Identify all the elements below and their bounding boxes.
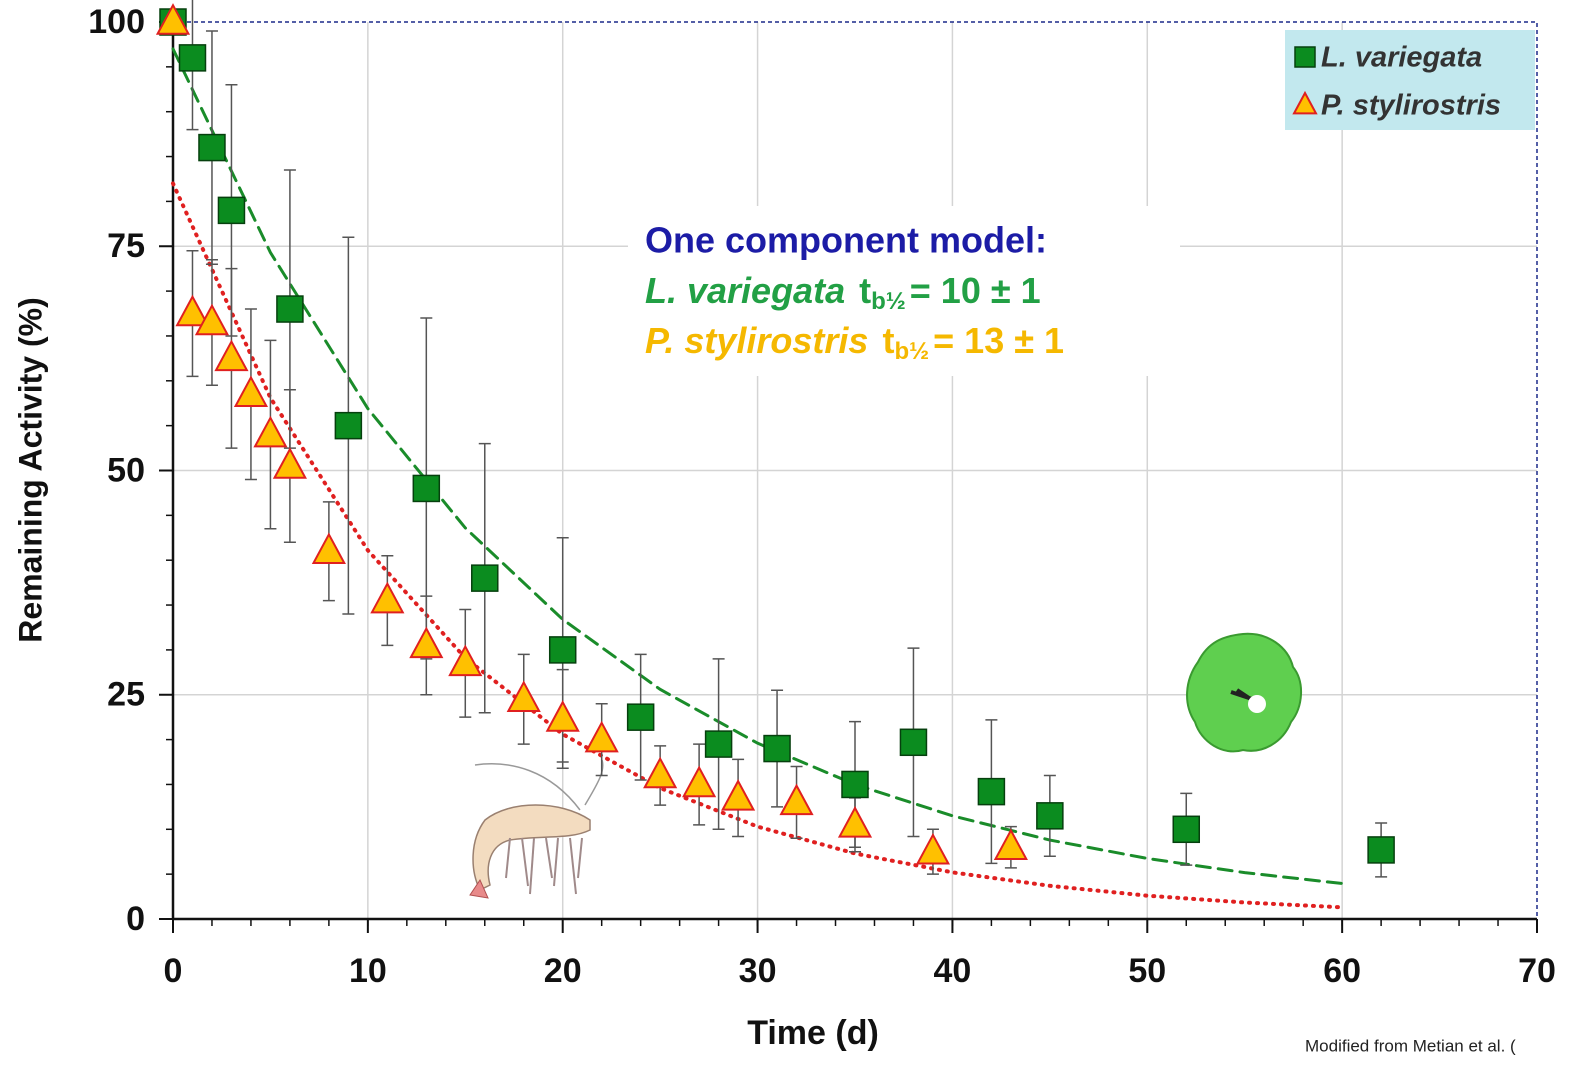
x-tick-label: 60 xyxy=(1323,952,1361,990)
triangle-marker xyxy=(682,765,717,798)
triangle-marker xyxy=(545,700,580,732)
x-tick-label: 30 xyxy=(739,952,777,990)
legend-box xyxy=(1285,30,1535,130)
square-marker xyxy=(1036,802,1064,830)
square-marker xyxy=(704,730,733,758)
triangle-marker xyxy=(837,805,873,838)
square-marker xyxy=(178,44,207,72)
seaweed-illustration xyxy=(1186,632,1302,753)
shrimp-tail xyxy=(469,878,489,899)
triangle-marker xyxy=(253,415,288,448)
x-tick-label: 50 xyxy=(1128,952,1166,990)
legend-marker xyxy=(1294,46,1316,68)
x-tick-label: 0 xyxy=(164,952,183,990)
annotation-line: L. variegata tb½ = 10 ± 1 xyxy=(645,270,1041,316)
species-name: L. variegata xyxy=(645,270,845,311)
x-tick-label: 70 xyxy=(1518,952,1556,990)
triangle-marker xyxy=(272,447,307,479)
symbol: t xyxy=(882,320,894,361)
shrimp-leg xyxy=(529,837,535,895)
source-note: Modified from Metian et al. ( xyxy=(1305,1036,1516,1055)
x-axis-label: Time (d) xyxy=(747,1014,879,1052)
square-marker xyxy=(471,564,499,592)
square-marker xyxy=(841,770,869,799)
triangle-marker xyxy=(370,581,405,614)
x-tick-label: 10 xyxy=(349,952,387,990)
annotation-line: P. stylirostris tb½ = 13 ± 1 xyxy=(645,320,1064,366)
shrimp-illustration xyxy=(469,759,604,899)
triangle-marker xyxy=(506,680,541,712)
shrimp-antenna xyxy=(474,759,604,811)
square-marker xyxy=(412,474,441,503)
annotation-background xyxy=(628,206,1180,376)
shrimp-leg xyxy=(577,837,583,879)
square-marker xyxy=(198,133,226,162)
seaweed-gap xyxy=(1248,695,1266,713)
plot-border xyxy=(173,21,1538,919)
square-marker xyxy=(626,703,655,731)
legend-marker xyxy=(1292,90,1318,115)
fit-curve xyxy=(171,47,1344,885)
symbol: t xyxy=(859,270,871,311)
y-tick-label: 50 xyxy=(107,451,145,489)
square-marker xyxy=(899,728,928,757)
square-marker xyxy=(977,777,1006,806)
triangle-marker xyxy=(233,375,269,408)
species-name: P. stylirostris xyxy=(645,320,868,361)
square-marker xyxy=(548,636,577,664)
equation: = 10 ± 1 xyxy=(910,270,1041,311)
triangle-marker xyxy=(155,3,191,35)
fit-curve xyxy=(171,181,1345,910)
y-tick-label: 75 xyxy=(107,227,145,265)
square-marker xyxy=(334,411,363,440)
legend-label: L. variegata xyxy=(1321,42,1482,74)
square-marker xyxy=(1367,836,1395,864)
triangle-marker xyxy=(214,339,249,372)
shrimp-leg xyxy=(545,837,553,879)
triangle-marker xyxy=(915,832,951,865)
triangle-marker xyxy=(194,303,230,336)
triangle-marker xyxy=(993,828,1028,860)
shrimp-leg xyxy=(505,837,511,879)
annotation-title: One component model: xyxy=(645,220,1047,261)
y-tick-label: 100 xyxy=(88,3,145,41)
square-marker xyxy=(276,295,304,323)
triangle-marker xyxy=(409,626,444,659)
y-tick-label: 25 xyxy=(107,676,145,714)
square-marker xyxy=(217,196,246,225)
y-tick-label: 0 xyxy=(126,900,145,938)
triangle-marker xyxy=(311,532,346,564)
triangle-marker xyxy=(721,778,756,811)
equation: = 13 ± 1 xyxy=(933,320,1064,361)
x-tick-label: 20 xyxy=(544,952,582,990)
subscript: b½ xyxy=(871,288,906,315)
legend-label: P. stylirostris xyxy=(1321,90,1501,122)
triangle-marker xyxy=(448,644,483,677)
x-tick-label: 40 xyxy=(934,952,972,990)
triangle-marker xyxy=(175,294,210,327)
triangle-marker xyxy=(779,783,814,816)
triangle-marker xyxy=(643,756,678,789)
y-axis-label: Remaining Activity (%) xyxy=(12,297,48,643)
shrimp-leg xyxy=(569,837,577,895)
shrimp-leg xyxy=(553,837,559,887)
shrimp-leg xyxy=(521,837,529,887)
triangle-marker xyxy=(584,720,619,753)
square-marker xyxy=(1172,815,1201,844)
subscript: b½ xyxy=(894,338,929,365)
square-marker xyxy=(763,734,791,763)
